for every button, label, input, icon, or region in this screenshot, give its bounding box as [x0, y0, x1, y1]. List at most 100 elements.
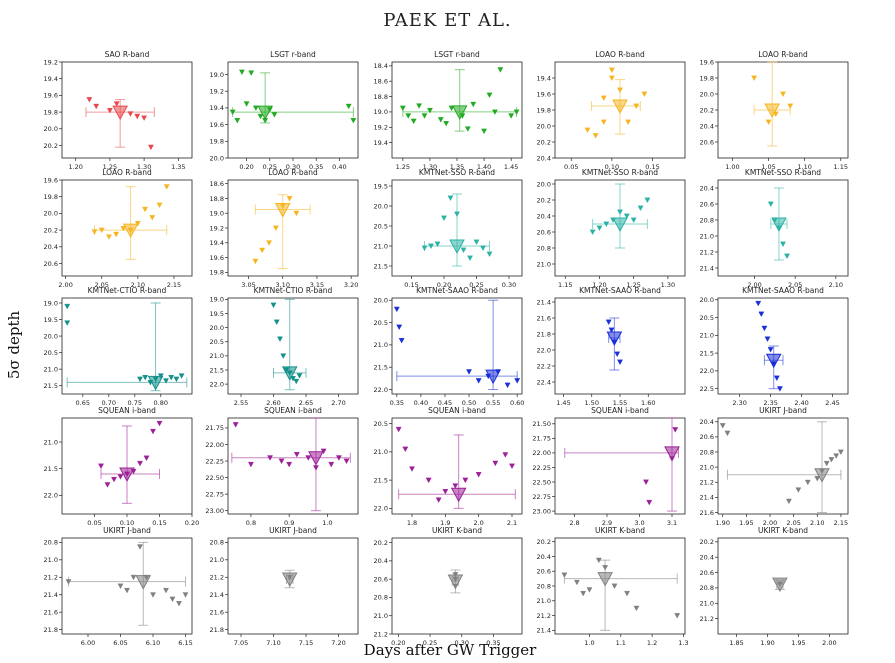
x-tick-label: 1.95: [791, 639, 805, 647]
plot-frame: [61, 61, 193, 159]
data-point: [270, 302, 277, 309]
data-point: [724, 430, 731, 437]
y-tick-label: 21.0: [374, 448, 388, 456]
data-point: [470, 101, 477, 108]
y-tick-label: 20.4: [700, 418, 714, 426]
x-tick-label: 7.10: [266, 639, 280, 647]
data-point: [504, 382, 511, 389]
x-tick-label: 0.30: [455, 639, 469, 647]
summary-marker: [274, 203, 291, 218]
x-tick-label: 1.3: [678, 639, 688, 647]
data-point: [409, 466, 415, 472]
x-tick-label: 1.25: [626, 281, 640, 289]
x-tick-label: 1.00: [725, 163, 739, 171]
data-point: [624, 590, 630, 597]
data-point: [776, 386, 783, 392]
chart-title: KMTNet-CTIO R-band: [88, 286, 167, 295]
y-tick-label: 22.25: [532, 464, 551, 472]
x-tick-label: 2.10: [829, 281, 843, 289]
chart-panel: UKIRT J-band 1.90 1.95 2.00 2.05 2.10 2.15 20.4…: [700, 406, 849, 527]
y-tick-label: 20.8: [44, 539, 58, 547]
x-tick-label: 0.40: [414, 399, 428, 407]
summary-marker: [612, 217, 628, 233]
plot-frame: [554, 297, 686, 395]
chart-title: SAO R-band: [105, 50, 150, 59]
data-point: [142, 206, 148, 213]
plot-frame: [391, 417, 523, 515]
data-point: [393, 306, 400, 313]
x-tick-label: 0.20: [437, 281, 451, 289]
plot-frame: [227, 417, 359, 515]
y-tick-label: 19.8: [210, 269, 224, 277]
x-tick-label: 7.05: [234, 639, 248, 647]
y-tick-label: 19.8: [537, 106, 551, 114]
figure-x-axis-label: Days after GW Trigger: [363, 641, 537, 659]
y-tick-label: 23.00: [532, 507, 551, 515]
plot-frame: [717, 179, 849, 277]
data-point: [278, 458, 285, 465]
data-point: [248, 70, 255, 76]
summary-marker: [485, 369, 501, 385]
x-tick-label: 1.30: [137, 163, 151, 171]
x-tick-label: 0.50: [462, 399, 476, 407]
x-tick-label: 2.00: [58, 281, 72, 289]
y-tick-label: 22.0: [374, 505, 388, 513]
plot-frame: [391, 537, 523, 635]
chart-title: KMTNet-SAAO R-band: [579, 286, 661, 295]
y-tick-label: 19.5: [210, 310, 224, 318]
data-point: [405, 113, 412, 119]
x-tick-label: 0.20: [185, 519, 199, 527]
y-tick-label: 19.8: [700, 74, 714, 82]
y-tick-label: 20.4: [700, 554, 714, 562]
x-tick-label: 1.60: [641, 399, 655, 407]
x-tick-label: 0.40: [332, 163, 346, 171]
y-tick-label: 20.8: [700, 584, 714, 592]
y-tick-label: 20.5: [374, 222, 388, 230]
x-tick-label: 0.9: [284, 519, 294, 527]
data-point: [396, 324, 403, 331]
chart-title: KMTNet-CTIO R-band: [254, 286, 333, 295]
y-tick-label: 20.4: [537, 553, 551, 561]
data-point: [767, 201, 774, 208]
data-point: [98, 227, 105, 234]
data-point: [425, 477, 432, 484]
data-point: [248, 461, 254, 468]
data-point: [127, 111, 134, 117]
x-tick-label: 0.65: [76, 399, 90, 407]
data-point: [150, 592, 156, 598]
y-tick-label: 20.5: [210, 338, 224, 346]
data-point: [643, 479, 649, 486]
chart-panel: UKIRT J-band 6.00 6.05 6.10 6.15 20.8 21.0 21.2…: [44, 526, 193, 647]
x-tick-label: 1.25: [103, 163, 117, 171]
data-point: [402, 446, 409, 453]
y-tick-label: 20.5: [374, 420, 388, 428]
y-tick-label: 20.2: [700, 106, 714, 114]
data-point: [765, 119, 772, 126]
data-point: [464, 126, 471, 132]
y-tick-label: 19.4: [374, 139, 388, 147]
summary-marker: [765, 353, 782, 369]
summary-marker: [281, 366, 298, 381]
y-tick-label: 20.6: [537, 228, 551, 236]
data-point: [514, 378, 521, 384]
summary-marker: [814, 468, 830, 483]
y-tick-label: 21.75: [532, 435, 551, 443]
chart-panel: UKIRT K-band 1.0 1.1 1.2 1.3 20.2 20.4 20.6 20.8…: [537, 526, 689, 647]
x-tick-label: 3.20: [344, 281, 358, 289]
data-point: [168, 375, 175, 381]
data-point: [596, 225, 603, 232]
chart-panel: UKIRT K-band 0.20 0.25 0.30 0.35 20.2 20.4 20.6…: [374, 526, 523, 647]
x-tick-label: 1.20: [68, 163, 82, 171]
data-point: [508, 113, 515, 119]
y-tick-label: 19.2: [210, 224, 224, 232]
y-tick-label: 21.2: [700, 248, 714, 256]
x-tick-label: 1.35: [450, 163, 464, 171]
chart-panel: LOAO R-band 0.05 0.10 0.15 19.4 19.6 19.8 20.0 2…: [537, 50, 686, 171]
data-point: [443, 121, 450, 127]
y-tick-label: 21.2: [700, 479, 714, 487]
y-tick-label: 20.0: [700, 90, 714, 98]
data-point: [86, 97, 93, 103]
plot-frame: [391, 179, 523, 277]
x-tick-label: 2.45: [825, 399, 839, 407]
data-point: [602, 565, 609, 571]
